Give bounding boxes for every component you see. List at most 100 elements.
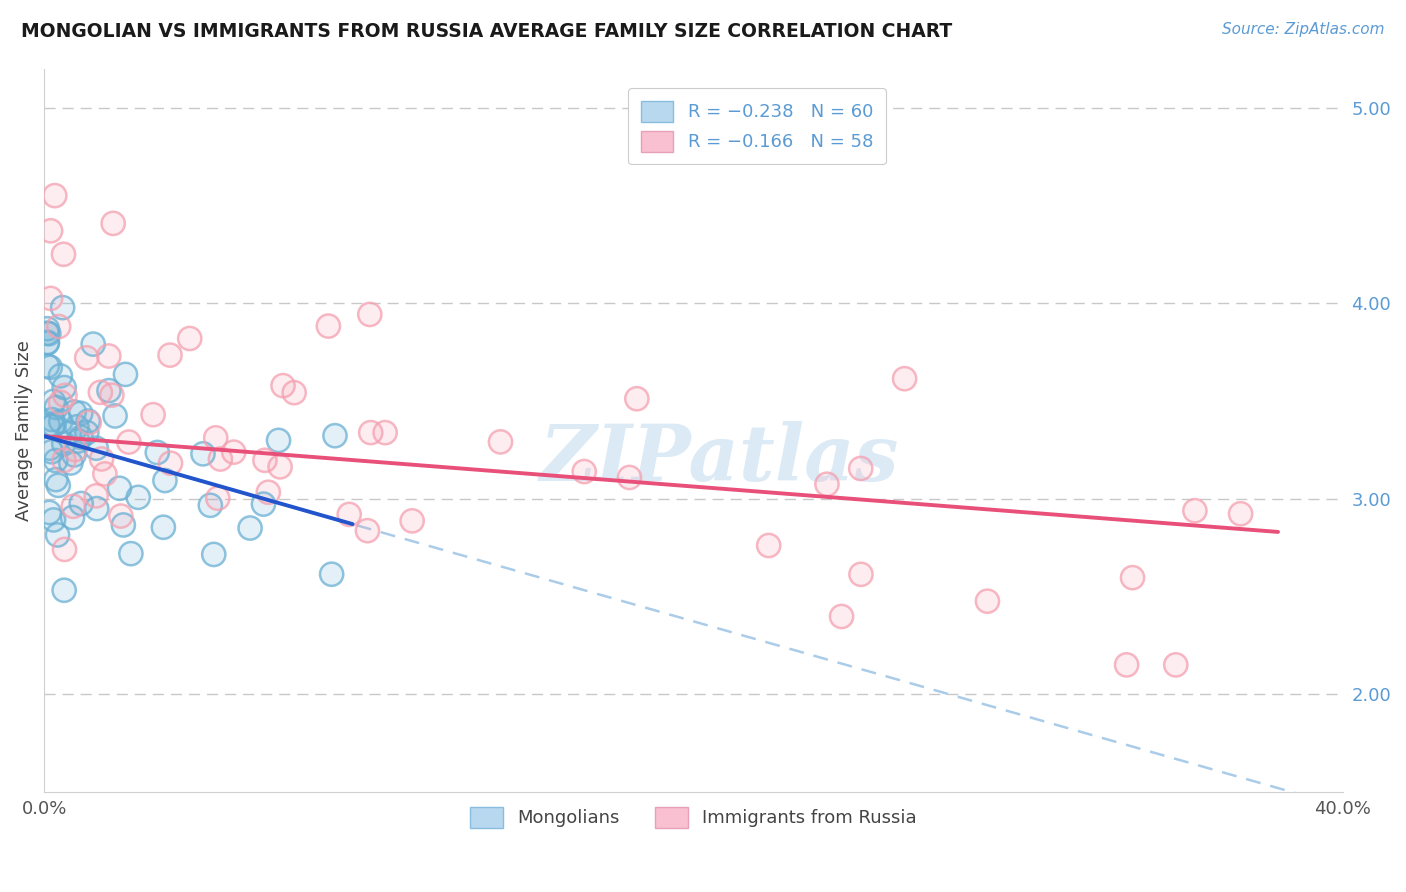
Point (1164, 657, 1187, 672)
Point (893, 372, 915, 386)
Point (39, 224, 62, 238)
Point (110, 509, 132, 524)
Point (159, 348, 181, 362)
Point (49, 395, 72, 409)
Point (374, 425, 396, 440)
Point (62, 500, 84, 514)
Point (104, 409, 127, 423)
Point (66, 419, 89, 434)
Point (37, 335, 59, 350)
Point (318, 319, 340, 334)
Point (90, 452, 112, 467)
Point (209, 452, 232, 467)
Point (893, 372, 915, 386)
Point (76, 425, 98, 440)
Point (152, 520, 174, 534)
Point (118, 435, 141, 450)
Point (1184, 504, 1206, 518)
Point (49, 414, 72, 428)
Point (38, 326, 60, 341)
Point (42, 417, 65, 432)
Point (70, 496, 93, 510)
Point (619, 470, 641, 484)
Point (41, 412, 63, 426)
Point (323, 428, 346, 442)
Point (84, 489, 107, 503)
Point (66, 419, 89, 434)
Point (63, 405, 86, 419)
Point (127, 491, 149, 505)
Point (159, 456, 181, 470)
Point (1121, 571, 1143, 585)
Point (53, 542, 76, 557)
Point (53, 388, 76, 402)
Point (114, 368, 136, 382)
Point (48, 319, 70, 334)
Point (58, 425, 80, 440)
Point (59, 456, 82, 470)
Point (1115, 657, 1137, 672)
Point (41, 412, 63, 426)
Point (207, 491, 229, 506)
Point (321, 567, 343, 582)
Point (253, 453, 276, 467)
Point (37, 359, 59, 373)
Point (39, 441, 62, 455)
Point (84, 489, 107, 503)
Point (374, 425, 396, 440)
Point (97, 349, 120, 363)
Point (37, 418, 59, 433)
Point (1184, 504, 1206, 518)
Point (41, 419, 63, 434)
Point (42, 417, 65, 432)
Point (62, 510, 84, 524)
Point (257, 485, 280, 500)
Point (62, 500, 84, 514)
Point (831, 609, 853, 624)
Point (45, 401, 67, 415)
Point (323, 428, 346, 442)
Point (103, 216, 125, 230)
Point (37, 322, 59, 336)
Point (39, 360, 62, 375)
Point (202, 548, 225, 562)
Point (101, 388, 124, 402)
Point (41, 444, 63, 458)
Point (318, 319, 340, 334)
Point (45, 453, 67, 467)
Point (49, 368, 72, 383)
Text: Source: ZipAtlas.com: Source: ZipAtlas.com (1222, 22, 1385, 37)
Point (489, 434, 512, 449)
Point (108, 481, 131, 495)
Point (39, 224, 62, 238)
Point (222, 445, 245, 459)
Point (1115, 657, 1137, 672)
Point (202, 548, 225, 562)
Point (142, 408, 165, 422)
Point (62, 510, 84, 524)
Point (76, 351, 98, 365)
Point (239, 521, 262, 535)
Point (37, 335, 59, 350)
Point (52, 301, 75, 315)
Point (42, 513, 65, 527)
Point (39, 441, 62, 455)
Point (58, 425, 80, 440)
Point (37, 418, 59, 433)
Point (321, 567, 343, 582)
Point (69, 406, 91, 420)
Point (46, 528, 69, 542)
Point (976, 594, 998, 608)
Point (86, 501, 108, 516)
Point (77, 414, 100, 428)
Point (37, 322, 59, 336)
Point (44, 188, 66, 202)
Point (112, 518, 135, 533)
Point (1229, 507, 1251, 521)
Point (38, 506, 60, 520)
Point (37, 359, 59, 373)
Point (94, 467, 117, 481)
Point (200, 498, 222, 512)
Point (46, 478, 69, 492)
Point (758, 539, 780, 553)
